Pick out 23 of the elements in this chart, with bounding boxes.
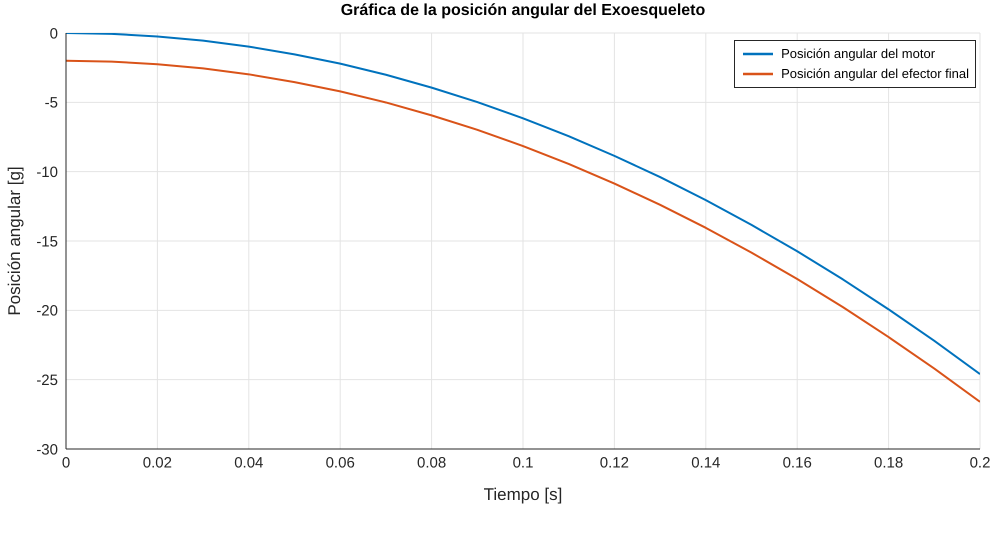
x-tick-label: 0.18 xyxy=(874,454,904,472)
x-tick-label: 0.08 xyxy=(417,454,446,472)
y-tick-label: -15 xyxy=(36,233,58,250)
x-tick-label: 0 xyxy=(62,454,70,472)
x-tick-label: 0.2 xyxy=(970,454,990,472)
y-tick-label: -30 xyxy=(36,441,58,458)
y-axis-title: Posición angular [g] xyxy=(5,166,24,316)
x-tick-label: 0.14 xyxy=(691,454,720,472)
y-tick-label: -5 xyxy=(44,94,58,112)
legend-label: Posición angular del motor xyxy=(781,45,936,63)
y-tick-label: 0 xyxy=(50,25,58,42)
chart-title: Gráfica de la posición angular del Exoesqueleto xyxy=(340,2,706,20)
x-tick-label: 0.1 xyxy=(512,454,534,472)
x-tick-label: 0.16 xyxy=(782,454,812,472)
y-tick-label: -25 xyxy=(36,372,58,389)
y-tick-label: -20 xyxy=(36,302,58,320)
x-tick-label: 0.12 xyxy=(600,454,629,472)
y-tick-label: -10 xyxy=(36,164,58,181)
x-tick-label: 0.02 xyxy=(142,454,172,472)
legend-label: Posición angular del efector final xyxy=(781,65,969,83)
x-axis-title: Tiempo [s] xyxy=(484,485,562,504)
x-tick-label: 0.06 xyxy=(326,454,355,472)
x-tick-label: 0.04 xyxy=(234,454,264,472)
